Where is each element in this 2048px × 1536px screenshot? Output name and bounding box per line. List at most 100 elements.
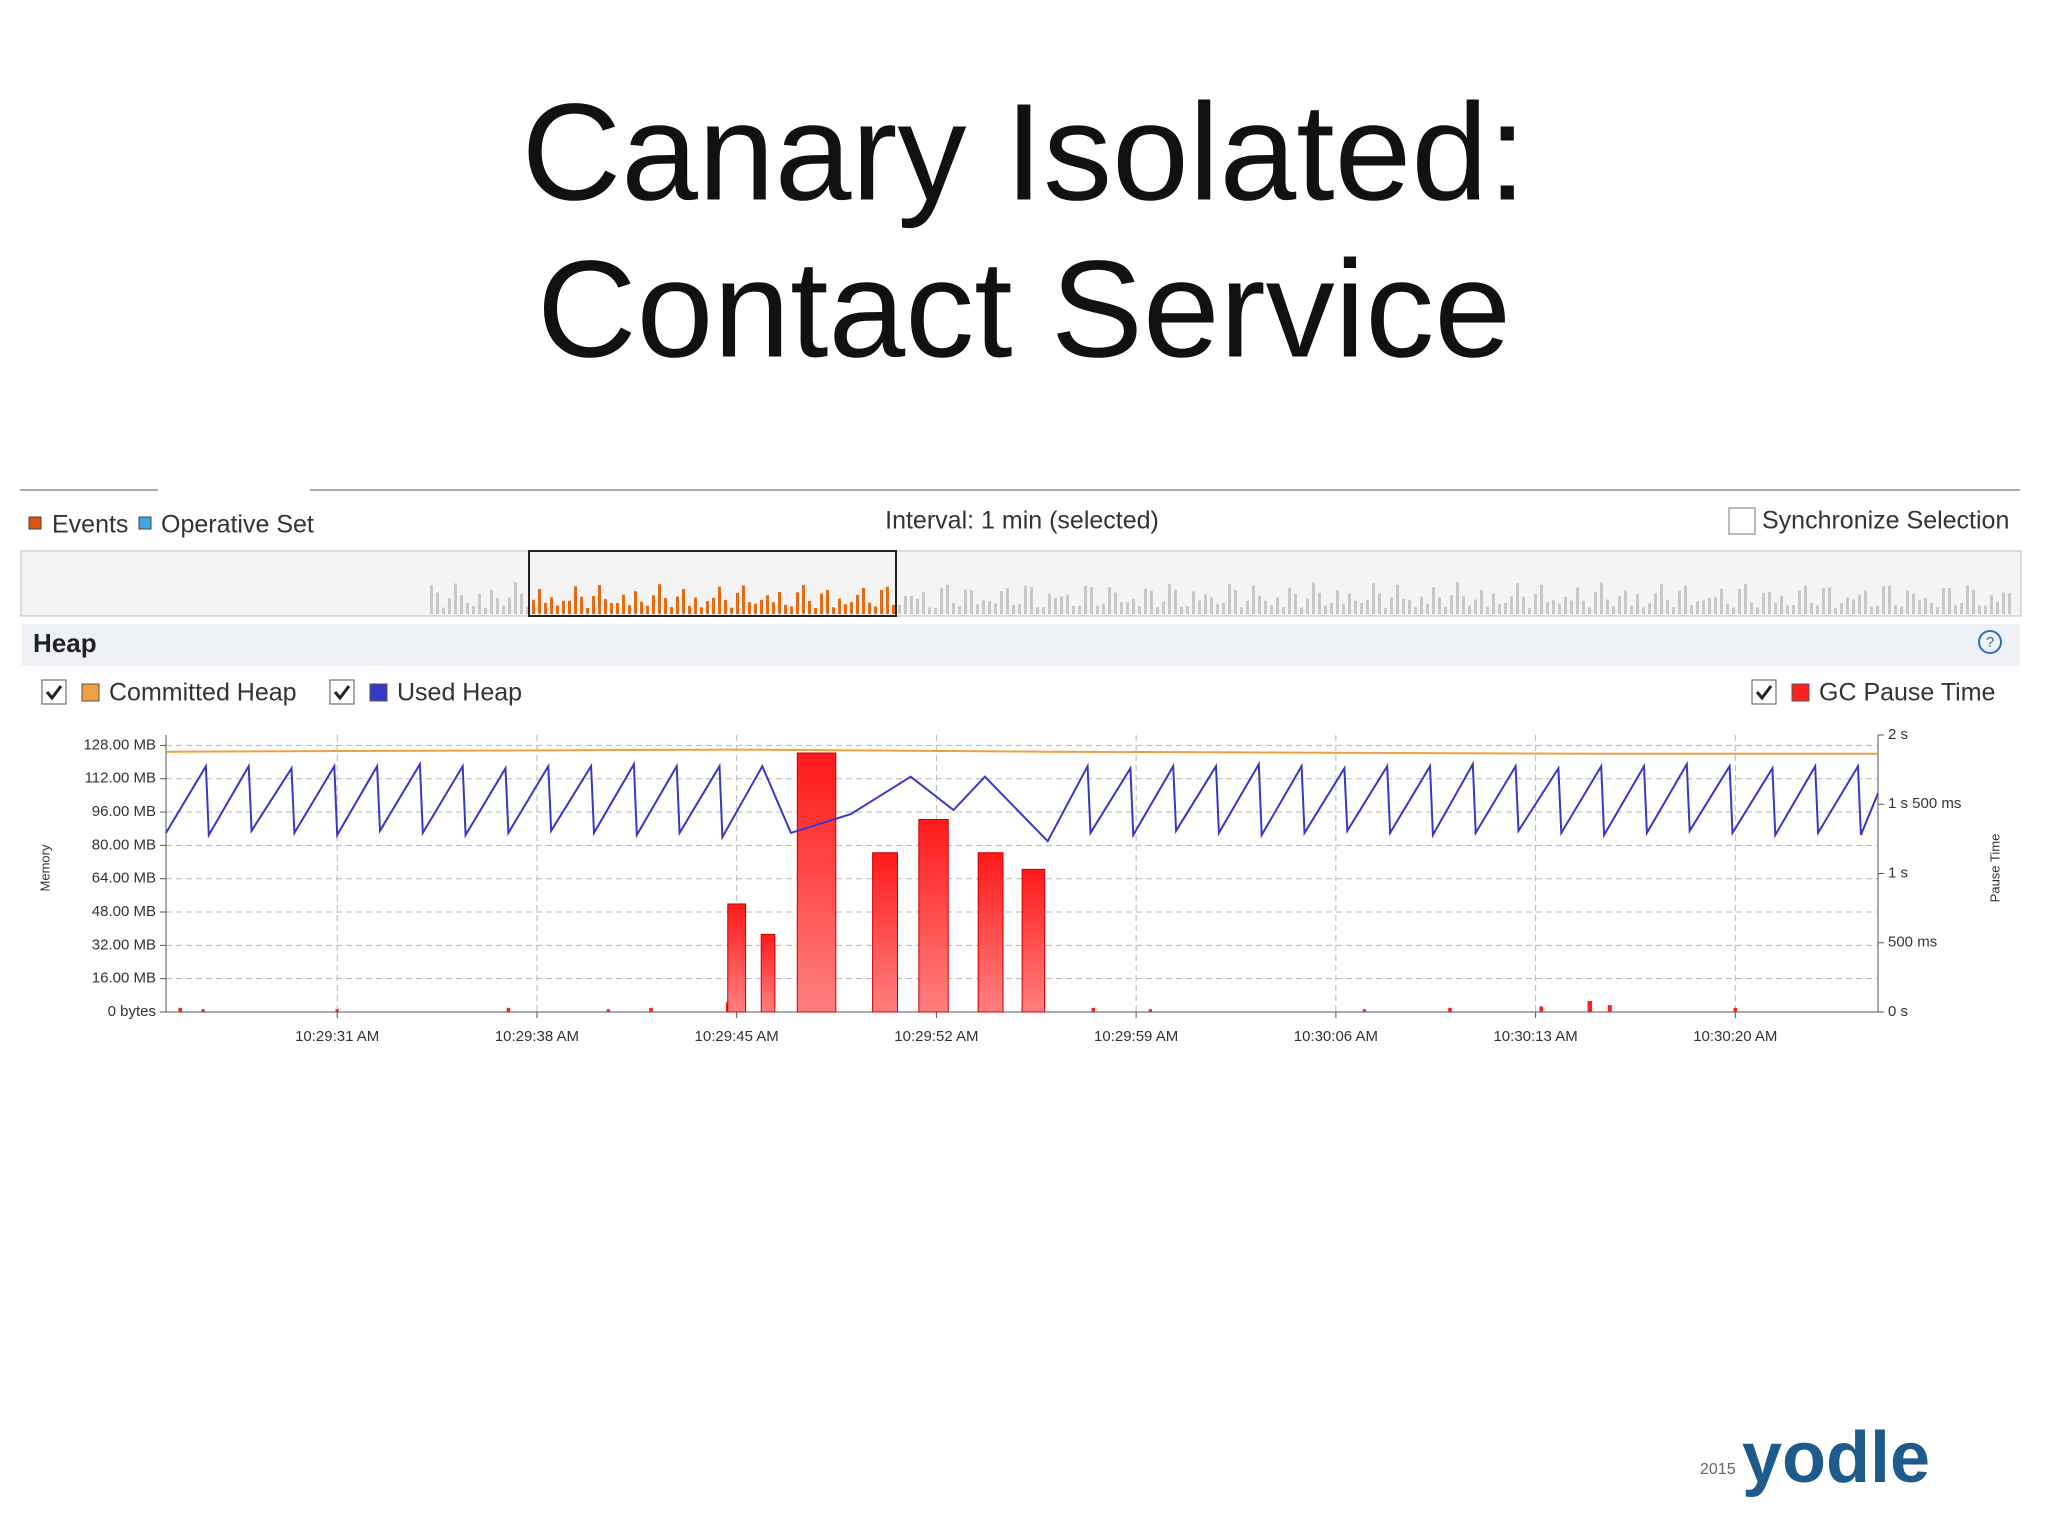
help-icon-glyph[interactable]: ? [1986, 634, 1994, 651]
overview-bar [1372, 583, 1375, 614]
overview-bar [1822, 587, 1825, 614]
overview-bar [940, 588, 943, 614]
overview-bar [706, 601, 709, 614]
overview-bar [1984, 605, 1987, 614]
overview-bar [1552, 600, 1555, 614]
legend-label[interactable]: Committed Heap [109, 679, 297, 707]
overview-bar [1156, 607, 1159, 614]
checkbox[interactable] [329, 679, 355, 705]
overview-bar [658, 584, 661, 614]
overview-bar [1630, 605, 1633, 614]
overview-bar [1042, 607, 1045, 614]
overview-bar [982, 599, 985, 614]
overview-bar [1918, 600, 1921, 614]
overview-bar [616, 602, 619, 614]
sync-label[interactable]: Synchronize Selection [1762, 507, 2009, 535]
overview-bar [646, 605, 649, 614]
overview-bar [622, 594, 625, 614]
overview-bar [1654, 593, 1657, 614]
overview-bar [970, 590, 973, 614]
legend-label: Operative Set [161, 511, 314, 539]
overview-bar [778, 591, 781, 614]
gc-bar [1448, 1007, 1452, 1012]
overview-bar [1072, 605, 1075, 614]
overview-bar [1864, 590, 1867, 614]
overview-bar [1726, 603, 1729, 614]
overview-bar [1192, 591, 1195, 614]
overview-bar [1666, 599, 1669, 614]
overview-bar [1102, 603, 1105, 614]
overview-bar [742, 585, 745, 614]
checkmark[interactable] [333, 685, 351, 701]
overview-bar [832, 607, 835, 614]
overview-bar [496, 597, 499, 614]
overview-bar [1636, 594, 1639, 614]
logo: yodle [1742, 1418, 1930, 1498]
overview-bar [880, 589, 883, 614]
overview-bar [1288, 587, 1291, 614]
y-tick-label: 80.00 MB [92, 836, 156, 853]
overview-bar [1852, 599, 1855, 614]
overview-bar [532, 599, 535, 614]
overview-bar [664, 597, 667, 614]
legend-swatch [138, 516, 152, 530]
checkbox[interactable] [1751, 679, 1777, 705]
overview-bar [1528, 607, 1531, 614]
checkmark[interactable] [1755, 685, 1773, 701]
selection-box[interactable] [528, 550, 897, 617]
overview-bar [1474, 599, 1477, 614]
overview-bar [676, 596, 679, 614]
overview-bar [1204, 594, 1207, 614]
overview-bar [550, 597, 553, 614]
overview-bar [1846, 597, 1849, 614]
overview-bar [1930, 602, 1933, 614]
overview-bar [2002, 592, 2005, 614]
legend-label[interactable]: GC Pause Time [1819, 679, 1995, 707]
overview-bar [1366, 599, 1369, 614]
overview-bar [628, 605, 631, 614]
overview-bar [1390, 597, 1393, 614]
overview-bar [502, 605, 505, 614]
overview-bar [712, 597, 715, 614]
overview-bar [844, 604, 847, 614]
y-tick-label: 96.00 MB [92, 803, 156, 820]
gc-bar [872, 852, 898, 1013]
overview-bar [580, 596, 583, 614]
overview-bar [1840, 603, 1843, 614]
overview-bar [448, 598, 451, 614]
overview-bar [1900, 606, 1903, 614]
overview-bar [1216, 604, 1219, 614]
overview-bar [1000, 591, 1003, 614]
overview-bar [1300, 607, 1303, 614]
gc-bar [1362, 1009, 1367, 1012]
x-tick-label: 10:29:59 AM [1094, 1028, 1178, 1045]
overview-bar [1024, 585, 1027, 614]
series-toggles: Committed Heap Used Heap GC Pause Time [41, 679, 1995, 707]
overview-bar [1882, 586, 1885, 614]
overview-bar [868, 602, 871, 614]
overview-bar [508, 597, 511, 614]
overview-bar [562, 600, 565, 614]
overview-bar [1546, 602, 1549, 614]
overview-bar [1606, 599, 1609, 614]
overview-bar [1450, 595, 1453, 614]
y2-tick-label: 2 s [1888, 726, 1908, 743]
overview-bar [1534, 594, 1537, 614]
checkbox[interactable] [1728, 507, 1756, 535]
checkbox[interactable] [41, 679, 67, 705]
overview-bar [748, 602, 751, 614]
overview-bar [1264, 600, 1267, 614]
overview-bar [1798, 590, 1801, 614]
checkmark[interactable] [45, 685, 63, 701]
overview-bar [1558, 603, 1561, 614]
legend-label[interactable]: Used Heap [397, 679, 522, 707]
overview-bar [838, 598, 841, 614]
help-icon[interactable] [1978, 630, 2002, 654]
overview-bar [460, 595, 463, 614]
overview-bar [808, 600, 811, 614]
overview-bar [1804, 585, 1807, 614]
overview-bar [952, 603, 955, 614]
overview-bar [1210, 597, 1213, 614]
x-tick-label: 10:29:52 AM [894, 1028, 978, 1045]
overview-bar [1690, 605, 1693, 614]
